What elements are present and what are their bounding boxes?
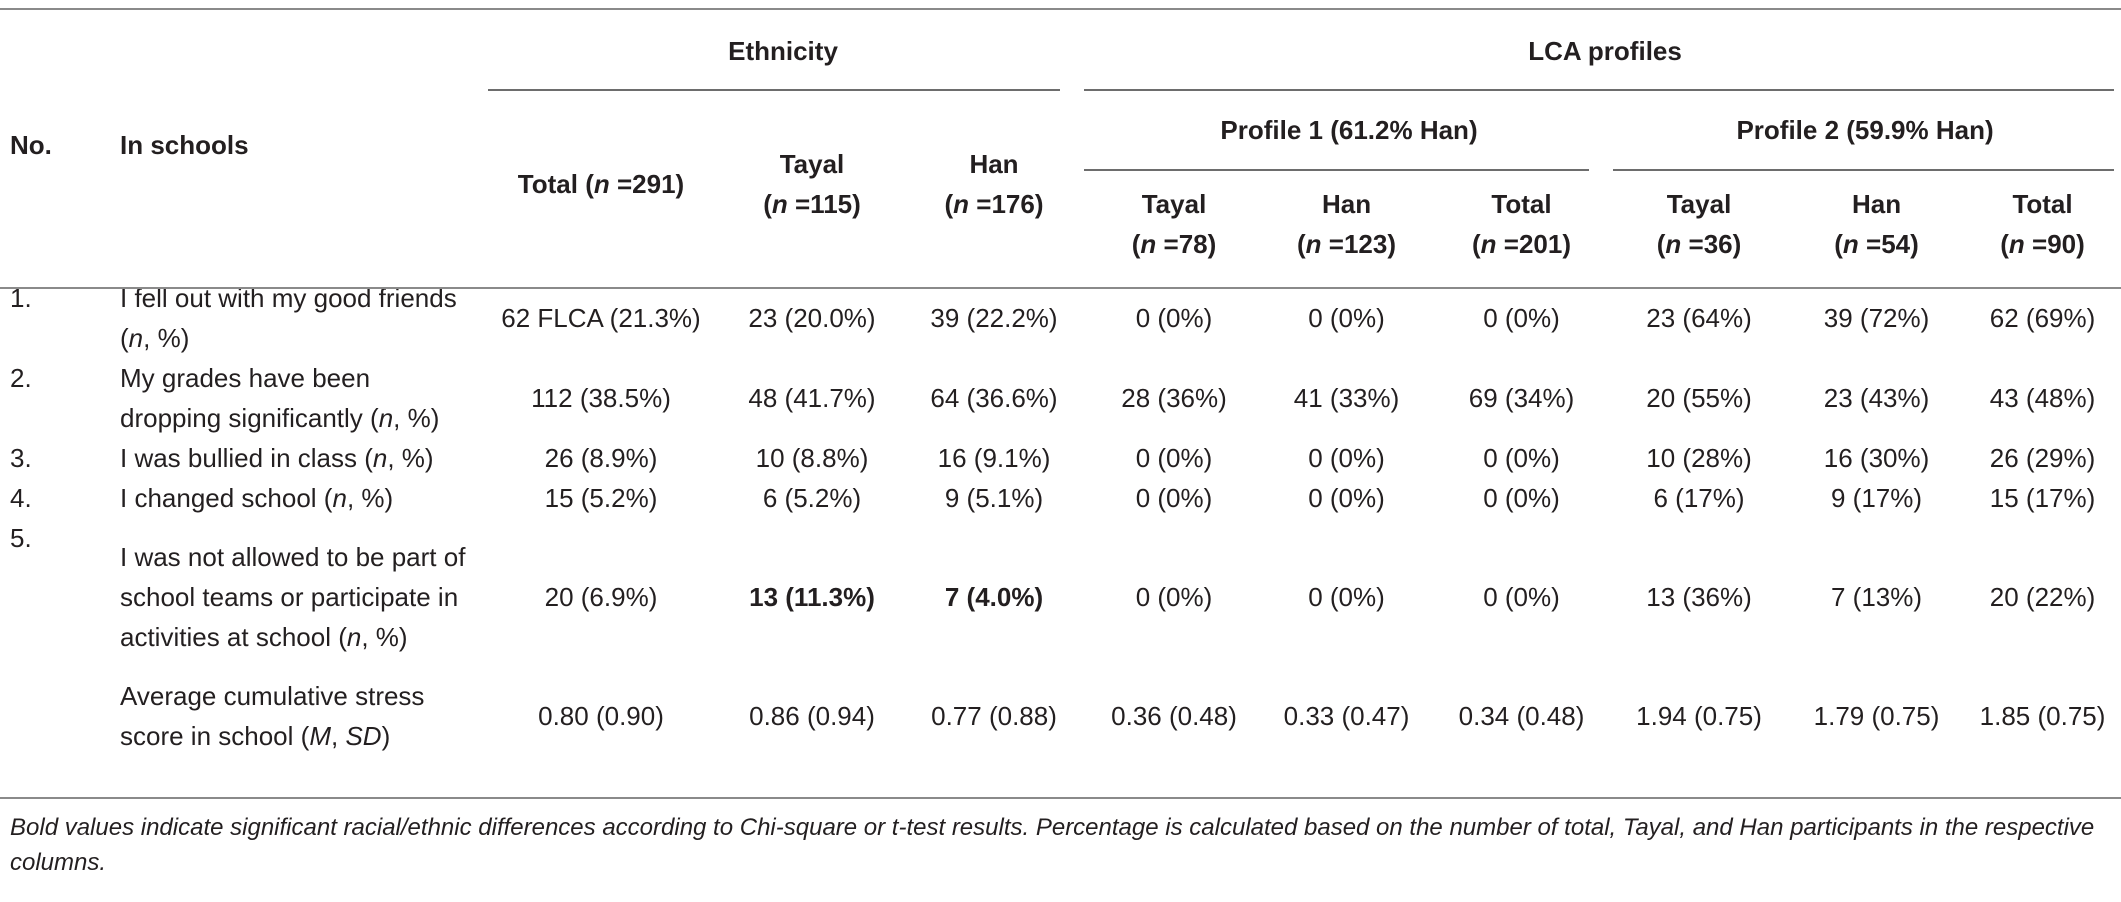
- header-no: No.: [10, 130, 52, 160]
- cell-p1-total: 0.34 (0.48): [1458, 701, 1585, 731]
- profile1-underline: [1084, 169, 1589, 171]
- row-number: [0, 676, 120, 756]
- header-lca-profiles: LCA profiles: [1528, 36, 1682, 66]
- lca-underline: [1084, 89, 2114, 91]
- header-total: Total (n =291): [517, 169, 685, 199]
- header-rule: [0, 287, 2121, 289]
- row-number: 5.: [10, 523, 32, 553]
- cell-tayal-significant: 13 (11.3%): [749, 582, 875, 612]
- cell-p1-han: 0 (0%): [1308, 303, 1385, 333]
- header-p1-han: Han (n =123): [1297, 189, 1397, 259]
- data-table: No. In schools Ethnicity LCA profiles To…: [0, 12, 2121, 756]
- cell-p2-tayal: 1.94 (0.75): [1636, 701, 1762, 731]
- cell-p2-han: 7 (13%): [1830, 582, 1923, 612]
- header-ethnicity: Ethnicity: [728, 36, 838, 66]
- table-footnote: Bold values indicate significant racial/…: [10, 814, 2095, 876]
- cell-han-significant: 7 (4.0%): [944, 582, 1044, 612]
- cell-p2-total: 62 (69%): [1989, 303, 2096, 333]
- cell-p2-han: 23 (43%): [1823, 383, 1930, 413]
- cell-han: 64 (36.6%): [930, 383, 1058, 413]
- cell-total: 15 (5.2%): [544, 483, 658, 513]
- cell-p1-tayal: 0.36 (0.48): [1111, 701, 1237, 731]
- row-label: Average cumulative stress score in schoo…: [120, 681, 425, 751]
- cell-total: 0.80 (0.90): [538, 701, 664, 731]
- cell-total: 20 (6.9%): [544, 582, 658, 612]
- cell-total: 62 FLCA (21.3%): [501, 303, 701, 333]
- cell-p2-tayal: 23 (64%): [1646, 303, 1752, 333]
- cell-p1-total: 69 (34%): [1468, 383, 1575, 413]
- cell-p1-han: 0 (0%): [1308, 483, 1385, 513]
- cell-p2-total: 26 (29%): [1989, 443, 2096, 473]
- cell-p2-han: 16 (30%): [1823, 443, 1930, 473]
- header-profile-1: Profile 1 (61.2% Han): [1220, 115, 1478, 145]
- row-number: 4.: [10, 483, 32, 513]
- cell-p2-total: 1.85 (0.75): [1979, 701, 2106, 731]
- table-row: 1. I fell out with my good friends (n, %…: [0, 278, 2121, 358]
- cell-p2-han: 1.79 (0.75): [1813, 701, 1940, 731]
- cell-han: 39 (22.2%): [930, 303, 1058, 333]
- cell-p1-total: 0 (0%): [1483, 443, 1560, 473]
- cell-p2-han: 39 (72%): [1823, 303, 1930, 333]
- cell-tayal: 0.86 (0.94): [749, 701, 875, 731]
- row-number: 2.: [10, 363, 32, 393]
- cell-tayal: 6 (5.2%): [762, 483, 862, 513]
- cell-p2-tayal: 20 (55%): [1646, 383, 1752, 413]
- header-p1-tayal: Tayal (n =78): [1131, 189, 1217, 259]
- profile2-underline: [1613, 169, 2114, 171]
- cell-p2-total: 20 (22%): [1989, 582, 2096, 612]
- header-profile-2: Profile 2 (59.9% Han): [1736, 115, 1994, 145]
- cell-p2-tayal: 13 (36%): [1646, 582, 1752, 612]
- cell-han: 16 (9.1%): [937, 443, 1051, 473]
- row-label: I changed school (n, %): [120, 483, 394, 513]
- cell-p2-tayal: 6 (17%): [1653, 483, 1745, 513]
- bottom-rule: [0, 797, 2121, 799]
- row-number: 3.: [10, 443, 32, 473]
- cell-p1-han: 0.33 (0.47): [1283, 701, 1410, 731]
- cell-han: 0.77 (0.88): [931, 701, 1057, 731]
- cell-total: 112 (38.5%): [531, 383, 671, 413]
- table-row: 5. I was not allowed to be part of schoo…: [0, 518, 2121, 676]
- row-label: I was bullied in class (n, %): [120, 443, 434, 473]
- header-p1-total: Total (n =201): [1472, 189, 1572, 259]
- cell-p1-han: 41 (33%): [1293, 383, 1400, 413]
- header-p2-tayal: Tayal (n =36): [1656, 189, 1742, 259]
- table-row: 4. I changed school (n, %) 15 (5.2%) 6 (…: [0, 478, 2121, 518]
- cell-total: 26 (8.9%): [544, 443, 658, 473]
- cell-tayal: 48 (41.7%): [748, 383, 876, 413]
- cell-p2-total: 43 (48%): [1989, 383, 2096, 413]
- cell-p1-total: 0 (0%): [1483, 582, 1560, 612]
- cell-p2-total: 15 (17%): [1989, 483, 2096, 513]
- row-label: My grades have been dropping significant…: [120, 363, 440, 433]
- cell-tayal: 23 (20.0%): [748, 303, 876, 333]
- row-label: I fell out with my good friends (n, %): [120, 283, 457, 353]
- cell-p1-tayal: 0 (0%): [1135, 303, 1213, 333]
- table-row: Average cumulative stress score in schoo…: [0, 676, 2121, 756]
- cell-p1-total: 0 (0%): [1483, 483, 1560, 513]
- cell-p2-tayal: 10 (28%): [1646, 443, 1752, 473]
- cell-p1-total: 0 (0%): [1483, 303, 1560, 333]
- header-p2-total: Total (n =90): [2000, 189, 2085, 259]
- cell-p1-han: 0 (0%): [1308, 582, 1385, 612]
- row-number: 1.: [10, 283, 32, 313]
- cell-p1-han: 0 (0%): [1308, 443, 1385, 473]
- cell-p1-tayal: 0 (0%): [1135, 443, 1213, 473]
- ethnicity-underline: [488, 89, 1060, 91]
- cell-p1-tayal: 28 (36%): [1121, 383, 1227, 413]
- table-row: 2. My grades have been dropping signific…: [0, 358, 2121, 438]
- cell-tayal: 10 (8.8%): [755, 443, 869, 473]
- cell-p1-tayal: 0 (0%): [1135, 582, 1213, 612]
- cell-p2-han: 9 (17%): [1830, 483, 1923, 513]
- header-p2-han: Han (n =54): [1834, 189, 1919, 259]
- header-han: Han (n =176): [944, 149, 1044, 219]
- header-in-schools: In schools: [120, 130, 249, 160]
- cell-p1-tayal: 0 (0%): [1135, 483, 1213, 513]
- header-tayal: Tayal (n =115): [763, 149, 861, 219]
- top-rule: [0, 8, 2121, 10]
- row-label: I was not allowed to be part of school t…: [120, 542, 466, 652]
- table-row: 3. I was bullied in class (n, %) 26 (8.9…: [0, 438, 2121, 478]
- cell-han: 9 (5.1%): [944, 483, 1044, 513]
